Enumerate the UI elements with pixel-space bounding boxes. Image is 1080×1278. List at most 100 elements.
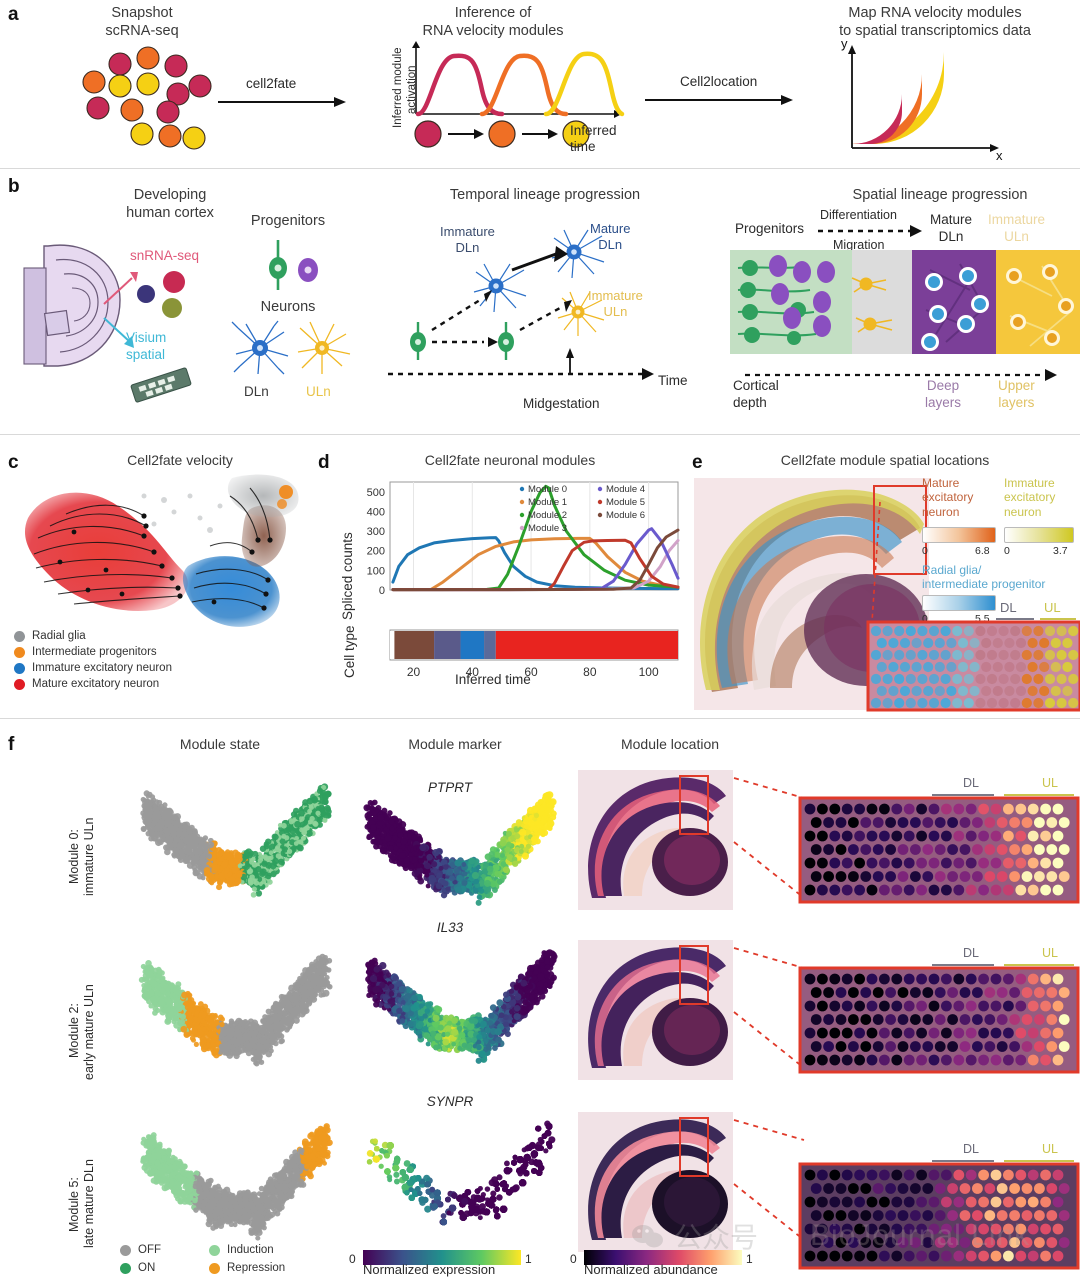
panel-f-row1-location-tissue <box>578 770 733 910</box>
panel-b-mature-dln-label: Mature DLn <box>590 221 630 254</box>
legend-label: Intermediate progenitors <box>32 646 157 658</box>
panel-b-dln-neuron <box>231 320 289 375</box>
immature-uln-right-line1: Immature <box>988 212 1046 227</box>
panel-a-inferred-time-label: Inferred time <box>570 123 617 155</box>
deep-layers-line2: layers <box>925 394 962 410</box>
immature-legend-line2: excitatory <box>1004 490 1056 505</box>
legend-item: Mature excitatory neuron <box>14 678 172 690</box>
row1-label-line1: Module 0: <box>67 829 81 884</box>
panel-f-abundance-colorbar <box>584 1250 742 1265</box>
svg-text:500: 500 <box>367 487 385 499</box>
legend-swatch-icon <box>14 662 25 674</box>
mature-dln-right-line2: DLn <box>938 228 964 244</box>
panel-f-row3-label: Module 5: <box>66 1177 82 1232</box>
panel-f-row2-label: Module 2: <box>66 1003 82 1058</box>
immature-dln-line1: Immature <box>440 224 495 239</box>
panel-f-row2-label2: early mature ULn <box>82 984 96 1080</box>
left-title-line1: Developing <box>133 187 207 203</box>
state-swatch-repression-icon <box>209 1262 220 1274</box>
panel-b-cortical-depth-arrow <box>745 369 1057 381</box>
panel-f-row1-marker-title: PTPRT <box>427 780 472 795</box>
panel-e-legend-radialglia: Radial glia/ intermediate progenitor <box>922 563 1080 592</box>
panel-e-dl-underline <box>996 618 1034 620</box>
panel-b-upper-layers-label: Upper layers <box>998 378 1035 412</box>
panel-f-row2-zoom-connector <box>733 947 805 1069</box>
visium-line2: spatial <box>126 346 166 362</box>
mature-legend-line3: neuron <box>922 504 960 519</box>
svg-text:Module 4: Module 4 <box>606 484 645 495</box>
mature-dln-line1: Mature <box>590 221 631 236</box>
panel-b-progenitors-title: Progenitors <box>250 213 326 229</box>
step2-title-line1: Inference of <box>454 5 532 21</box>
panel-f-row3-state-umap <box>140 1123 333 1241</box>
panel-b-divider <box>0 434 1080 435</box>
panel-f-row1-dl-underline <box>932 794 994 796</box>
panel-f-row1-zoom-connector <box>733 777 805 899</box>
deep-layers-line1: Deep <box>926 378 960 393</box>
panel-a-module-curves <box>412 41 625 118</box>
panel-c-title: Cell2fate velocity <box>127 452 233 468</box>
panel-f-row1-state-umap <box>140 783 332 898</box>
panel-f-row3-dl-label: DL <box>963 1142 979 1156</box>
step1-title-line1: Snapshot <box>111 5 173 21</box>
panel-e-zoom-connector <box>871 501 881 623</box>
panel-e-legend-immature: Immature excitatory neuron <box>1004 476 1080 519</box>
svg-text:100: 100 <box>639 665 659 679</box>
panel-b-deep-layers-label: Deep layers <box>925 378 961 412</box>
state-legend-item: Repression <box>209 1262 285 1274</box>
panel-a-step3-title: Map RNA velocity modules to spatial tran… <box>800 4 1070 40</box>
panel-f-row3-marker-title: SYNPR <box>426 1094 474 1109</box>
panel-f-expression-colorbar <box>363 1250 521 1265</box>
panel-f-row1-dl-label: DL <box>963 776 979 790</box>
radialglia-legend-line2: intermediate progenitor <box>922 577 1046 592</box>
svg-text:Module 1: Module 1 <box>528 497 567 508</box>
panel-e-radialglia-min: 0 <box>922 613 928 625</box>
panel-b-visium-slide-icon <box>130 367 192 403</box>
panel-a-step1-title: Snapshot scRNA-seq <box>52 4 232 40</box>
panel-b-spatial-diagram <box>730 250 1080 354</box>
panel-a-divider <box>0 168 1080 169</box>
ylabel-line1: Inferred module <box>392 47 404 128</box>
panel-c-velocity-umap <box>24 474 299 627</box>
svg-text:20: 20 <box>407 665 421 679</box>
panel-f-col-title-location: Module location <box>620 736 720 752</box>
svg-text:200: 200 <box>367 546 385 558</box>
immature-uln-line2: ULn <box>603 304 628 320</box>
panel-c-letter: c <box>8 452 19 473</box>
state-legend-item: OFF <box>120 1244 161 1256</box>
panel-e-colorbar-mature <box>922 527 996 543</box>
visium-line1: Visium <box>126 330 167 345</box>
row1-label-line2: immature ULn <box>82 817 96 897</box>
panel-e-letter: e <box>692 452 703 473</box>
panel-b-time-label: Time <box>658 373 688 388</box>
panel-b-progenitor-cells <box>269 240 318 290</box>
panel-e-colorbar-immature <box>1004 527 1074 543</box>
svg-text:Module 0: Module 0 <box>528 484 567 495</box>
inferred-time-line2: time <box>570 139 596 155</box>
panel-b-snrna-arrow <box>103 272 138 305</box>
legend-swatch-icon <box>14 646 25 658</box>
panel-f-row1-ul-underline <box>1004 794 1074 796</box>
step1-title-line2: scRNA-seq <box>105 23 179 40</box>
panel-f-row3-label2: late mature DLn <box>82 1159 96 1248</box>
panel-a-ylabel: Inferred module <box>392 47 404 128</box>
panel-f-abundance-min: 0 <box>570 1252 577 1266</box>
legend-item: Radial glia <box>14 630 172 642</box>
panel-f-row3-zoom-inset <box>798 1162 1080 1270</box>
svg-text:400: 400 <box>367 506 385 518</box>
immature-uln-right-line2: ULn <box>1004 228 1029 244</box>
state-swatch-on-icon <box>120 1262 131 1274</box>
panel-a-cell-cloud <box>82 46 212 150</box>
svg-text:40: 40 <box>466 665 480 679</box>
panel-b-midgestation-label: Midgestation <box>523 396 600 411</box>
panel-e-dl-label: DL <box>1000 600 1017 615</box>
row2-label-line2: early mature ULn <box>82 984 96 1080</box>
legend-item: Intermediate progenitors <box>14 646 172 658</box>
panel-a-letter: a <box>8 4 19 25</box>
svg-text:300: 300 <box>367 526 385 538</box>
panel-e-immature-max: 3.7 <box>1053 545 1068 557</box>
panel-f-row1-marker-umap <box>363 791 557 906</box>
legend-label: Immature excitatory neuron <box>32 662 172 674</box>
state-swatch-off-icon <box>120 1244 131 1256</box>
legend-item: Immature excitatory neuron <box>14 662 172 674</box>
